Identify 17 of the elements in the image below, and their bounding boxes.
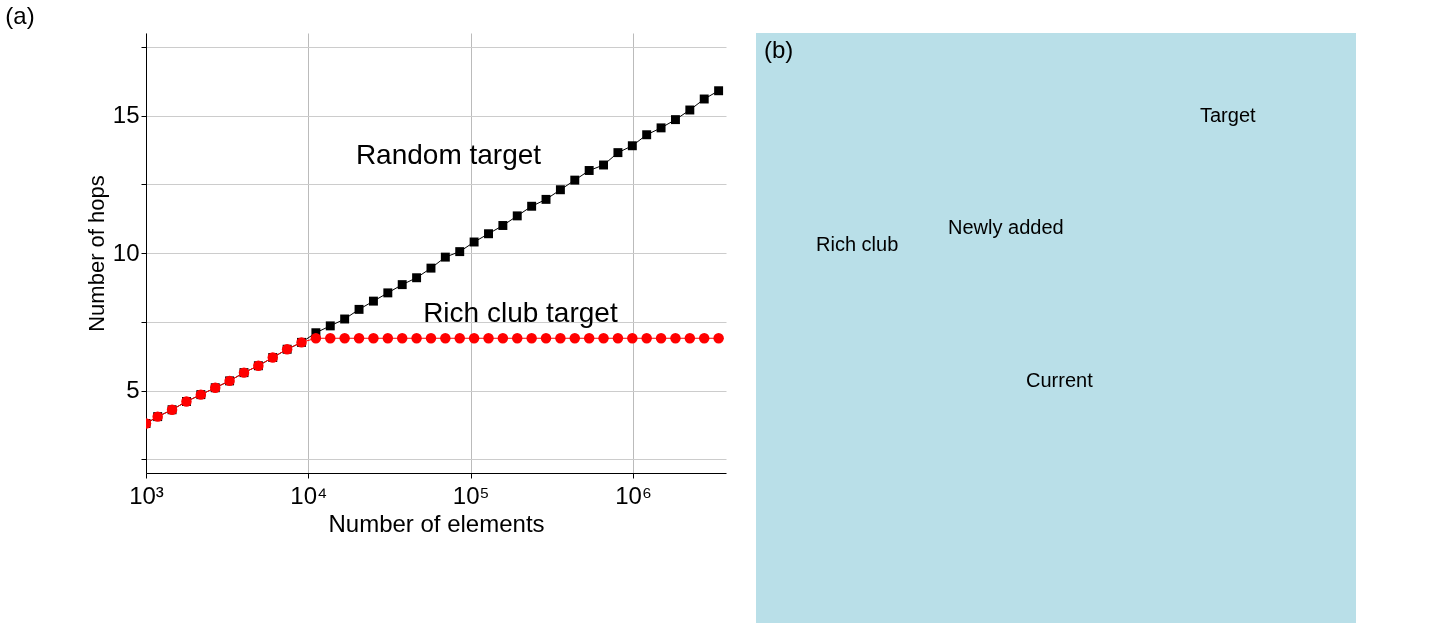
y-axis-title: Number of hops [83, 175, 109, 332]
series-label: Random target [355, 138, 542, 170]
text: Target [1200, 103, 1257, 126]
y-tick-label: 5 [126, 376, 140, 403]
x-tick-label: 10⁵ [452, 481, 490, 509]
x-tick-label: 10⁶ [615, 481, 652, 509]
text: Rich club [816, 233, 899, 256]
text: (b) [764, 36, 794, 63]
y-tick-label: 10 [112, 238, 140, 266]
series-label: Rich club target [423, 297, 618, 329]
x-tick-label: 10⁴ [290, 481, 328, 509]
y-tick-label: 15 [112, 101, 140, 128]
x-tick-label: 10³ [129, 481, 164, 509]
text: Current [1026, 369, 1094, 392]
x-axis-title: Number of elements [328, 509, 545, 537]
chart-title: (a) [5, 2, 35, 29]
text: Newly added [948, 215, 1064, 238]
